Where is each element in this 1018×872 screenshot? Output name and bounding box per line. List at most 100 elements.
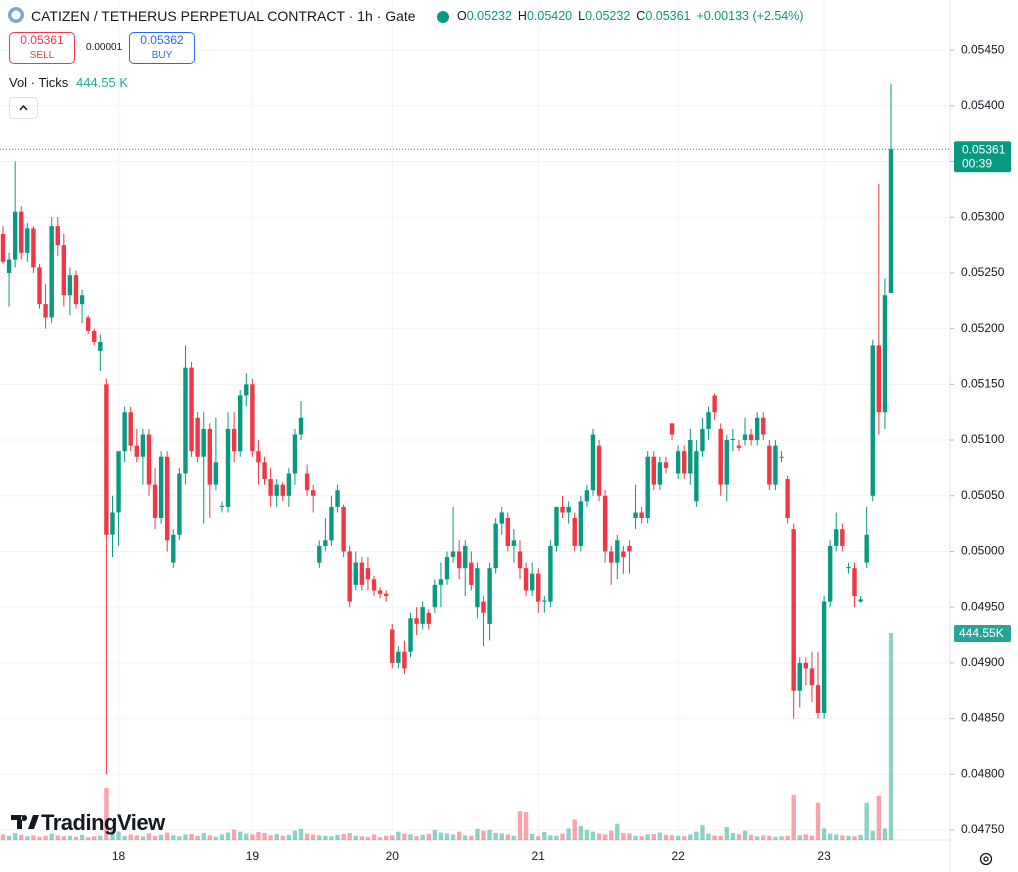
candle-body [12,211,18,260]
volume-bar [438,832,444,840]
volume-bar [0,834,6,840]
candle-body [189,367,194,452]
candle-body [213,462,219,485]
volume-bar [456,831,462,840]
volume-bar [651,833,656,840]
volume-bar [469,835,474,840]
candle-body [779,456,784,458]
candle-body [6,259,12,273]
candle-body [134,445,140,457]
volume-bar [657,832,663,840]
candle-body [742,434,748,441]
candle-body [463,545,468,569]
candle-body [317,545,322,563]
candle-body [353,562,358,585]
volume-bar [128,834,133,840]
candle-body [31,228,36,268]
volume-bar [213,836,219,840]
volume-bar [134,835,140,840]
y-tick-label: 0.04950 [961,599,1005,613]
volume-bar [590,831,596,840]
ohlc-key: O [457,9,467,23]
collapse-button[interactable] [9,97,38,119]
volume-bar [274,833,279,840]
candle-body [852,568,857,597]
buy-button[interactable]: 0.05362 BUY [129,32,195,64]
candle-body [219,505,225,507]
volume-bar [231,829,237,840]
volume-bar [353,835,358,840]
price-badge [954,141,1011,173]
candle-body [767,445,772,485]
candle-body [49,226,54,318]
volume-bar [821,828,827,840]
volume-bar [827,833,833,840]
volume-bar [225,832,231,840]
volume-bar [779,836,784,840]
candle-body [73,275,79,305]
volume-bar [98,835,103,840]
volume-title: Vol · Ticks [9,75,69,90]
market-status [437,11,449,23]
ohlc-key: C [636,9,646,23]
candle-body [110,512,115,535]
settings-button[interactable] [977,850,995,871]
candle-body [140,434,146,457]
brand-logo: TradingView [11,810,165,836]
candle-body [578,501,584,546]
volume-bar [463,835,468,840]
candle-body [840,529,845,546]
volume-bar [718,835,723,840]
volume-bar [189,833,194,840]
sell-button[interactable]: 0.05361 SELL [9,32,75,64]
candle-body [529,573,535,591]
y-tick-label: 0.05250 [961,265,1005,279]
candle-body [244,384,249,396]
candle-body [268,479,273,496]
volume-bar [444,833,450,840]
volume-bar [6,835,12,840]
candle-body [682,451,687,474]
volume-bar [560,833,565,840]
volume-bar [414,836,419,840]
candle-body [262,462,267,480]
price-badge-value: 0.05361 [962,142,1006,156]
volume-bar [724,826,729,840]
candle-body [335,490,340,507]
symbol-icon [7,6,25,27]
candle-body [815,685,821,713]
candle-body [128,412,133,446]
candle-body [104,384,109,535]
candle-body [92,330,97,343]
candle-body [347,551,352,602]
volume-bar [639,836,644,840]
volume-bar [505,834,511,840]
x-tick-label: 23 [817,849,831,863]
volume-bar [767,835,772,840]
candle-body [310,490,316,496]
candle-body [675,451,681,474]
volume-bar [730,833,736,840]
candle-body [621,551,626,558]
volume-bar [809,835,815,840]
volume-bar [858,834,863,840]
volume-bar [201,833,206,840]
candle-body [371,579,377,591]
volume-bar [420,834,425,840]
x-tick-label: 22 [671,849,685,863]
candle-body [627,545,632,552]
y-tick-label: 0.04750 [961,822,1005,836]
volume-bar [834,834,839,840]
volume-bar [493,833,498,840]
candle-body [651,456,656,485]
volume-bar [548,835,553,840]
volume-bar [268,835,273,840]
candle-body [365,568,371,580]
volume-bar [341,833,346,840]
volume-bar [815,802,821,840]
volume-bar [61,836,67,840]
volume-bar [347,833,352,840]
candle-body [718,428,723,485]
candle-body [669,423,675,435]
